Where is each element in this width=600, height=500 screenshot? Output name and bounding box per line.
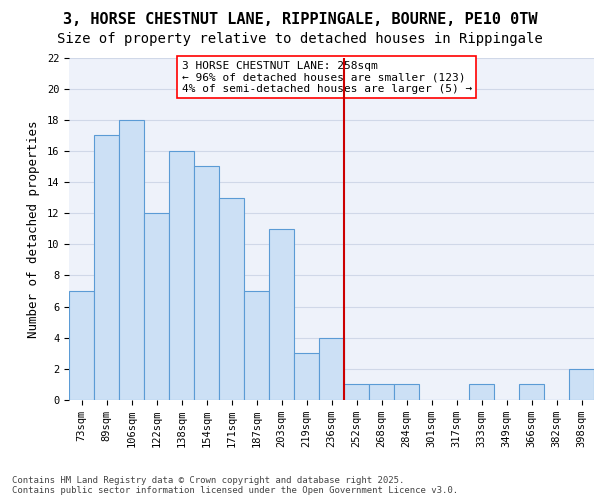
Y-axis label: Number of detached properties: Number of detached properties: [27, 120, 40, 338]
Text: 3 HORSE CHESTNUT LANE: 258sqm
← 96% of detached houses are smaller (123)
4% of s: 3 HORSE CHESTNUT LANE: 258sqm ← 96% of d…: [182, 60, 472, 94]
Text: 3, HORSE CHESTNUT LANE, RIPPINGALE, BOURNE, PE10 0TW: 3, HORSE CHESTNUT LANE, RIPPINGALE, BOUR…: [63, 12, 537, 28]
Bar: [469, 384, 494, 400]
Bar: [119, 120, 144, 400]
Bar: [94, 136, 119, 400]
Bar: [219, 198, 244, 400]
Bar: [319, 338, 344, 400]
Bar: [169, 151, 194, 400]
Bar: [369, 384, 394, 400]
Bar: [244, 291, 269, 400]
Bar: [344, 384, 369, 400]
Bar: [194, 166, 219, 400]
Bar: [569, 369, 594, 400]
Text: Size of property relative to detached houses in Rippingale: Size of property relative to detached ho…: [57, 32, 543, 46]
Bar: [69, 291, 94, 400]
Bar: [269, 229, 294, 400]
Bar: [144, 213, 169, 400]
Bar: [294, 354, 319, 400]
Text: Contains HM Land Registry data © Crown copyright and database right 2025.
Contai: Contains HM Land Registry data © Crown c…: [12, 476, 458, 495]
Bar: [394, 384, 419, 400]
Bar: [519, 384, 544, 400]
